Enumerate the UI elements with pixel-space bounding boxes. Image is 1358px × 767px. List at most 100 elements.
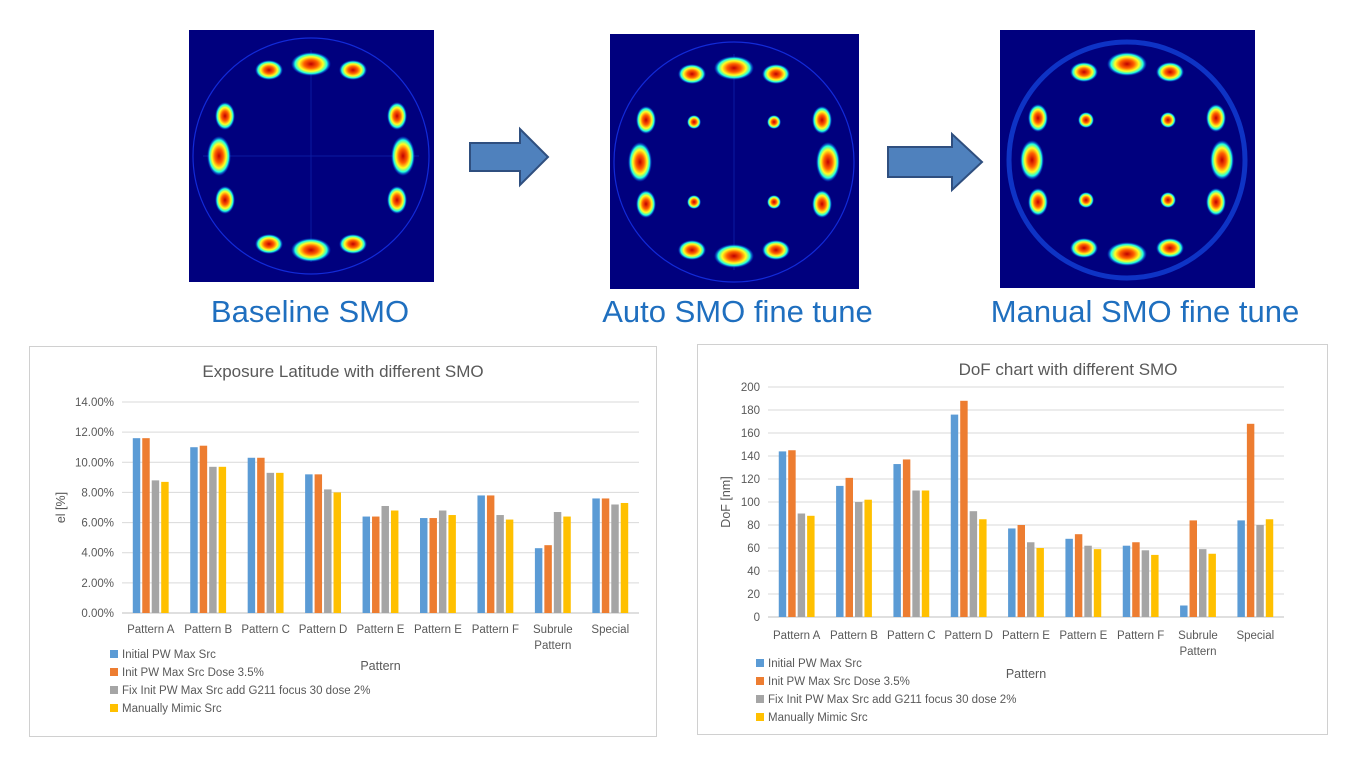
x-axis-label: Pattern bbox=[360, 659, 400, 673]
x-category-label: Special bbox=[1236, 630, 1274, 642]
y-tick-label: 6.00% bbox=[81, 518, 114, 530]
bar bbox=[1237, 520, 1245, 617]
right-arrow-icon bbox=[887, 131, 984, 193]
bar bbox=[611, 504, 619, 613]
x-category-label: Pattern C bbox=[887, 630, 936, 642]
x-category-label: Subrule bbox=[533, 624, 573, 636]
bar bbox=[486, 495, 495, 613]
bar bbox=[209, 466, 217, 613]
y-axis-label: el [%] bbox=[54, 492, 68, 523]
bar bbox=[199, 445, 208, 613]
bar bbox=[1141, 550, 1150, 617]
bar bbox=[960, 400, 968, 617]
baseline-source-image bbox=[189, 30, 434, 282]
x-category-label: Pattern bbox=[1179, 646, 1216, 658]
bar bbox=[1017, 525, 1025, 617]
bar bbox=[190, 447, 198, 613]
x-category-label: Pattern E bbox=[414, 624, 462, 636]
bar bbox=[1027, 542, 1035, 617]
bar bbox=[1093, 549, 1102, 617]
x-category-label: Pattern E bbox=[1002, 630, 1050, 642]
bar bbox=[218, 466, 227, 613]
bar bbox=[788, 450, 796, 617]
arrow-shape bbox=[887, 131, 984, 193]
bar bbox=[448, 515, 456, 613]
x-category-label: Pattern D bbox=[944, 630, 993, 642]
bar bbox=[864, 499, 872, 617]
x-category-label: Pattern E bbox=[357, 624, 405, 636]
x-category-label: Pattern F bbox=[1117, 630, 1164, 642]
y-tick-label: 12.00% bbox=[75, 427, 114, 439]
bar bbox=[553, 512, 562, 613]
y-tick-label: 160 bbox=[741, 428, 760, 440]
bar bbox=[151, 480, 160, 613]
bar bbox=[142, 438, 150, 613]
y-tick-label: 40 bbox=[747, 566, 760, 578]
legend-entry: Initial PW Max Src bbox=[768, 658, 862, 670]
y-tick-label: 120 bbox=[741, 474, 760, 486]
y-tick-label: 20 bbox=[747, 589, 760, 601]
auto-source-image bbox=[610, 34, 859, 289]
bar bbox=[1246, 423, 1255, 617]
bar bbox=[969, 511, 978, 617]
bar bbox=[1008, 528, 1016, 617]
bar bbox=[1208, 553, 1216, 617]
legend-entry: Manually Mimic Src bbox=[768, 712, 868, 724]
bar bbox=[257, 457, 265, 613]
x-category-label: Pattern E bbox=[1059, 630, 1107, 642]
bar bbox=[836, 485, 844, 617]
bar bbox=[845, 477, 853, 617]
bar bbox=[601, 498, 610, 613]
bar bbox=[1180, 605, 1188, 617]
bar bbox=[161, 481, 169, 613]
legend-entry: Fix Init PW Max Src add G211 focus 30 do… bbox=[122, 685, 370, 697]
x-category-label: Special bbox=[591, 624, 629, 636]
y-axis-label: DoF [nm] bbox=[719, 476, 733, 527]
bar bbox=[372, 516, 380, 613]
bar bbox=[390, 510, 399, 613]
bar bbox=[950, 414, 959, 617]
y-tick-label: 14.00% bbox=[75, 397, 114, 409]
bar bbox=[420, 518, 428, 613]
bar bbox=[1151, 554, 1159, 617]
legend-entry: Init PW Max Src Dose 3.5% bbox=[122, 667, 264, 679]
chart-title: Exposure Latitude with different SMO bbox=[202, 362, 483, 381]
legend-swatch bbox=[110, 650, 118, 658]
x-category-label: Pattern A bbox=[773, 630, 821, 642]
bar bbox=[305, 474, 313, 613]
y-tick-label: 2.00% bbox=[81, 578, 114, 590]
manual-source-image bbox=[1000, 30, 1255, 288]
legend-swatch bbox=[110, 704, 118, 712]
bar bbox=[778, 451, 787, 617]
bar bbox=[496, 515, 504, 613]
bar bbox=[1074, 534, 1083, 617]
bar bbox=[1189, 520, 1197, 617]
x-category-label: Subrule bbox=[1178, 630, 1218, 642]
x-category-label: Pattern F bbox=[472, 624, 519, 636]
manual-source-graphic bbox=[1006, 39, 1248, 281]
bar bbox=[381, 505, 389, 613]
y-tick-label: 4.00% bbox=[81, 548, 114, 560]
bar bbox=[893, 464, 901, 617]
bar bbox=[1084, 545, 1092, 617]
caption-auto: Auto SMO fine tune bbox=[602, 294, 873, 329]
bar bbox=[1036, 548, 1044, 617]
bar bbox=[1199, 549, 1207, 617]
right-arrow-icon bbox=[469, 126, 550, 188]
x-category-label: Pattern C bbox=[241, 624, 290, 636]
bar bbox=[438, 510, 447, 613]
arrow-shape bbox=[469, 126, 550, 188]
legend-entry: Fix Init PW Max Src add G211 focus 30 do… bbox=[768, 694, 1016, 706]
auto-source-graphic bbox=[613, 41, 855, 283]
bar bbox=[276, 472, 284, 613]
bar bbox=[429, 518, 437, 613]
bar bbox=[979, 519, 987, 617]
bar bbox=[807, 515, 815, 617]
legend-entry: Initial PW Max Src bbox=[122, 649, 216, 661]
y-tick-label: 8.00% bbox=[81, 487, 114, 499]
el-chart-panel: Exposure Latitude with different SMO 0.00… bbox=[29, 346, 657, 737]
bar bbox=[1132, 542, 1140, 617]
y-tick-label: 0.00% bbox=[81, 608, 114, 620]
bar bbox=[544, 545, 552, 613]
bar bbox=[592, 498, 600, 613]
